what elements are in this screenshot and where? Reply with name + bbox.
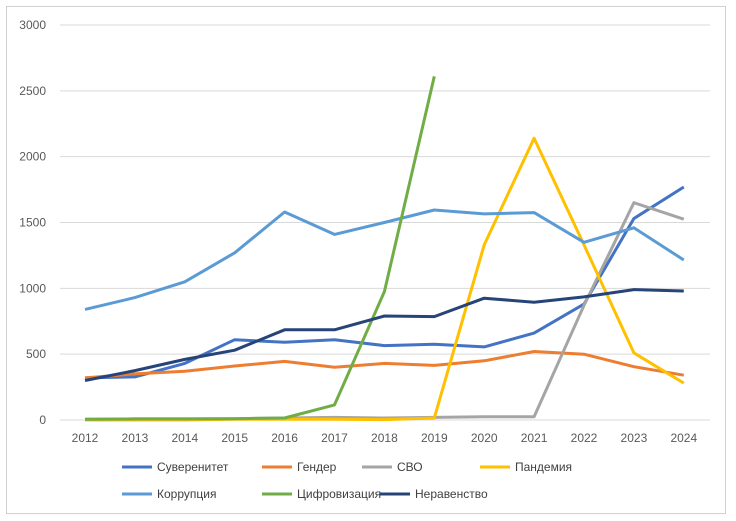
legend-label: Цифровизация	[297, 487, 381, 501]
x-tick-label: 2023	[621, 431, 648, 445]
legend-label: СВО	[397, 460, 423, 474]
x-tick-label: 2024	[670, 431, 697, 445]
y-tick-label: 2000	[19, 150, 46, 164]
x-tick-label: 2015	[221, 431, 248, 445]
x-tick-label: 2021	[521, 431, 548, 445]
x-tick-label: 2019	[421, 431, 448, 445]
series-line-4	[84, 208, 685, 311]
y-tick-label: 2500	[19, 84, 46, 98]
x-tick-label: 2018	[371, 431, 398, 445]
series-line-6	[84, 288, 684, 382]
legend-label: Неравенство	[415, 487, 488, 501]
y-tick-label: 1500	[19, 216, 46, 230]
series-line-1	[84, 350, 685, 380]
y-tick-label: 0	[39, 413, 46, 427]
legend-label: Коррупция	[157, 487, 216, 501]
legend-label: Пандемия	[515, 460, 572, 474]
series-line-3	[85, 136, 685, 422]
series-line-5	[84, 76, 436, 421]
y-tick-label: 3000	[19, 18, 46, 32]
legend-label: Суверенитет	[157, 460, 229, 474]
y-tick-label: 1000	[19, 281, 46, 295]
x-tick-label: 2017	[321, 431, 348, 445]
series-line-2	[84, 201, 685, 421]
x-tick-label: 2022	[571, 431, 598, 445]
x-tick-label: 2016	[271, 431, 298, 445]
x-tick-label: 2014	[171, 431, 198, 445]
legend-label: Гендер	[297, 460, 337, 474]
x-tick-label: 2020	[471, 431, 498, 445]
y-tick-label: 500	[26, 347, 46, 361]
chart-frame	[6, 6, 726, 514]
x-tick-label: 2013	[122, 431, 149, 445]
x-tick-label: 2012	[72, 431, 99, 445]
